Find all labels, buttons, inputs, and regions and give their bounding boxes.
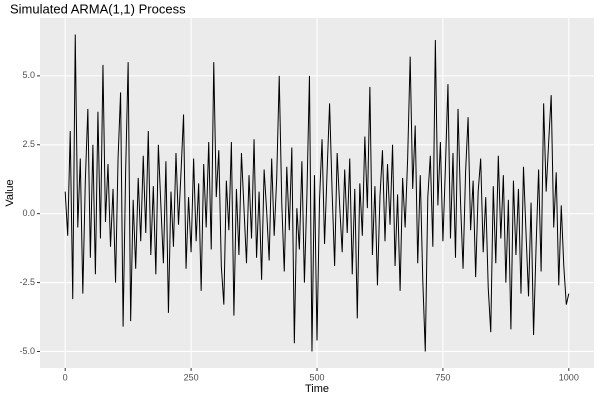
x-axis-title: Time	[305, 383, 329, 395]
y-tick-label: -2.5	[19, 277, 35, 287]
x-tick-label: 1000	[559, 372, 579, 382]
x-tick-label: 750	[435, 372, 450, 382]
y-tick-label: 2.5	[22, 139, 35, 149]
y-tick-label: -5.0	[19, 346, 35, 356]
y-axis-title: Value	[4, 179, 16, 206]
chart-title: Simulated ARMA(1,1) Process	[10, 1, 186, 16]
x-tick-label: 500	[309, 372, 324, 382]
x-tick-label: 250	[184, 372, 199, 382]
y-tick-label: 0.0	[22, 208, 35, 218]
y-tick-label: 5.0	[22, 70, 35, 80]
x-tick-label: 0	[63, 372, 68, 382]
line-series	[64, 34, 570, 352]
